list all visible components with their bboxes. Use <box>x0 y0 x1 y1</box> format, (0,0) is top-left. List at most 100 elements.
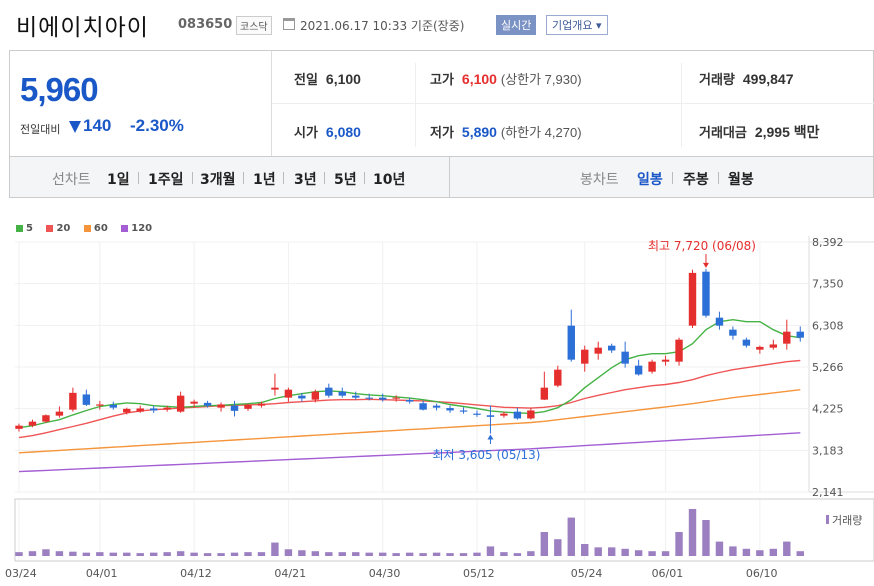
row-divider <box>272 103 874 104</box>
candle-body <box>123 408 131 413</box>
volume-bar <box>540 532 549 556</box>
period-1y[interactable]: 1년 <box>253 172 276 188</box>
volume-bar <box>621 548 629 556</box>
period-5y[interactable]: 5년 <box>334 172 357 188</box>
candle-body <box>15 425 23 429</box>
current-price: 5,960 <box>20 71 99 108</box>
toolbar-separator <box>192 172 193 184</box>
market-badge: 코스닥 <box>236 16 272 35</box>
volume-bar <box>352 552 360 556</box>
volume-bar <box>661 551 670 556</box>
lower-limit: (하한가 4,270) <box>500 125 582 140</box>
candle-body <box>594 347 602 354</box>
period-1d[interactable]: 1일 <box>107 172 130 188</box>
current-price-panel: 5,960 전일대비 140 -2.30% <box>10 51 272 157</box>
volume-bar <box>742 548 751 556</box>
amount-value: 2,995 백만 <box>754 124 820 140</box>
period-1w[interactable]: 1주일 <box>148 172 184 188</box>
volume-label: 거래량 <box>699 72 735 87</box>
volume-bar <box>338 552 346 556</box>
quote-datetime: 2021.06.17 10:33 기준(장중) <box>300 19 465 33</box>
ma120-line <box>18 432 801 473</box>
down-triangle-icon <box>69 121 81 133</box>
volume-bar <box>298 550 306 556</box>
candle-body <box>271 387 279 390</box>
open-value: 6,080 <box>325 124 361 140</box>
company-overview-dropdown[interactable]: 기업개요 ▾ <box>546 15 608 35</box>
volume-bar <box>756 550 764 556</box>
volume-bar <box>378 552 387 556</box>
candle-body <box>190 401 198 404</box>
quote-summary: 5,960 전일대비 140 -2.30% 전일 6,100 고가 6,100 (상… <box>9 50 874 157</box>
change-value: 140 <box>83 116 112 135</box>
legend-ma120-label: 120 <box>131 223 153 234</box>
x-tick-label: 05/12 <box>463 567 495 580</box>
high-value: 6,100 <box>461 71 497 87</box>
volume-legend-swatch <box>826 515 829 524</box>
candle-body <box>311 391 320 400</box>
chart-toolbar: 선차트 1일 1주일 3개월 1년 3년 5년 10년 봉차트 일봉 주봉 월봉 <box>9 156 874 198</box>
volume-bar <box>271 542 279 556</box>
volume-bar <box>109 552 117 556</box>
candle-daily[interactable]: 일봉 <box>637 172 663 188</box>
candle-body <box>446 408 454 411</box>
realtime-button[interactable]: 실시간 <box>496 15 537 35</box>
amount-cell: 거래대금 2,995 백만 <box>699 122 820 142</box>
prev-close-label: 전일 <box>294 72 318 87</box>
candle-body <box>392 397 400 399</box>
candle-body <box>365 397 373 399</box>
stock-code: 083650 <box>178 17 233 32</box>
volume-bar <box>607 547 616 556</box>
ma60-line <box>18 389 801 454</box>
candle-body <box>230 405 239 411</box>
candle-body <box>527 410 535 419</box>
candle-monthly[interactable]: 월봉 <box>728 172 754 188</box>
volume-bar <box>284 549 293 556</box>
volume-bar <box>715 541 724 556</box>
header: 비에이치아이 083650 코스닥 2021.06.17 10:33 기준(장중… <box>0 0 874 50</box>
period-3m[interactable]: 3개월 <box>200 172 236 188</box>
candle-body <box>756 346 764 350</box>
candle-body <box>136 408 144 412</box>
volume-bar <box>257 552 266 556</box>
legend-ma20-label: 20 <box>56 223 71 234</box>
candle-chart-label: 봉차트 <box>580 172 619 188</box>
candle-body <box>432 405 441 408</box>
volume-bar <box>42 549 50 556</box>
candle-body <box>540 387 549 400</box>
volume-bar <box>55 551 64 556</box>
open-cell: 시가 6,080 <box>294 122 361 141</box>
candle-body <box>217 404 225 408</box>
volume-bar <box>136 553 144 556</box>
period-3y[interactable]: 3년 <box>294 172 317 188</box>
toolbar-separator <box>283 172 284 184</box>
volume-bar <box>149 552 158 556</box>
candle-body <box>581 349 589 364</box>
low-cell: 저가 5,890 (하한가 4,270) <box>430 122 582 141</box>
x-tick-label: 04/01 <box>86 567 118 580</box>
candle-weekly[interactable]: 주봉 <box>683 172 709 188</box>
volume-bar <box>190 552 198 556</box>
volume-bar <box>325 552 333 556</box>
volume-bar <box>702 520 710 556</box>
legend-ma60: 60 <box>83 223 108 234</box>
candle-body <box>325 387 333 396</box>
change-label: 전일대비 <box>20 123 61 136</box>
candle-body <box>554 369 562 386</box>
legend-swatch <box>16 224 23 232</box>
volume-bar <box>244 552 252 556</box>
candle-body <box>621 351 629 364</box>
volume-bar <box>176 551 185 556</box>
high-annotation: 최고 7,720 (06/08) <box>648 239 756 253</box>
candle-body <box>109 404 117 408</box>
x-tick-label: 04/30 <box>369 567 401 580</box>
period-10y[interactable]: 10년 <box>373 172 406 188</box>
candle-body <box>176 395 185 412</box>
volume-bar <box>594 547 602 556</box>
high-label: 고가 <box>430 72 454 87</box>
candle-body <box>298 395 306 399</box>
candle-body <box>486 415 495 417</box>
volume-value: 499,847 <box>742 71 794 87</box>
volume-bar <box>163 552 171 556</box>
